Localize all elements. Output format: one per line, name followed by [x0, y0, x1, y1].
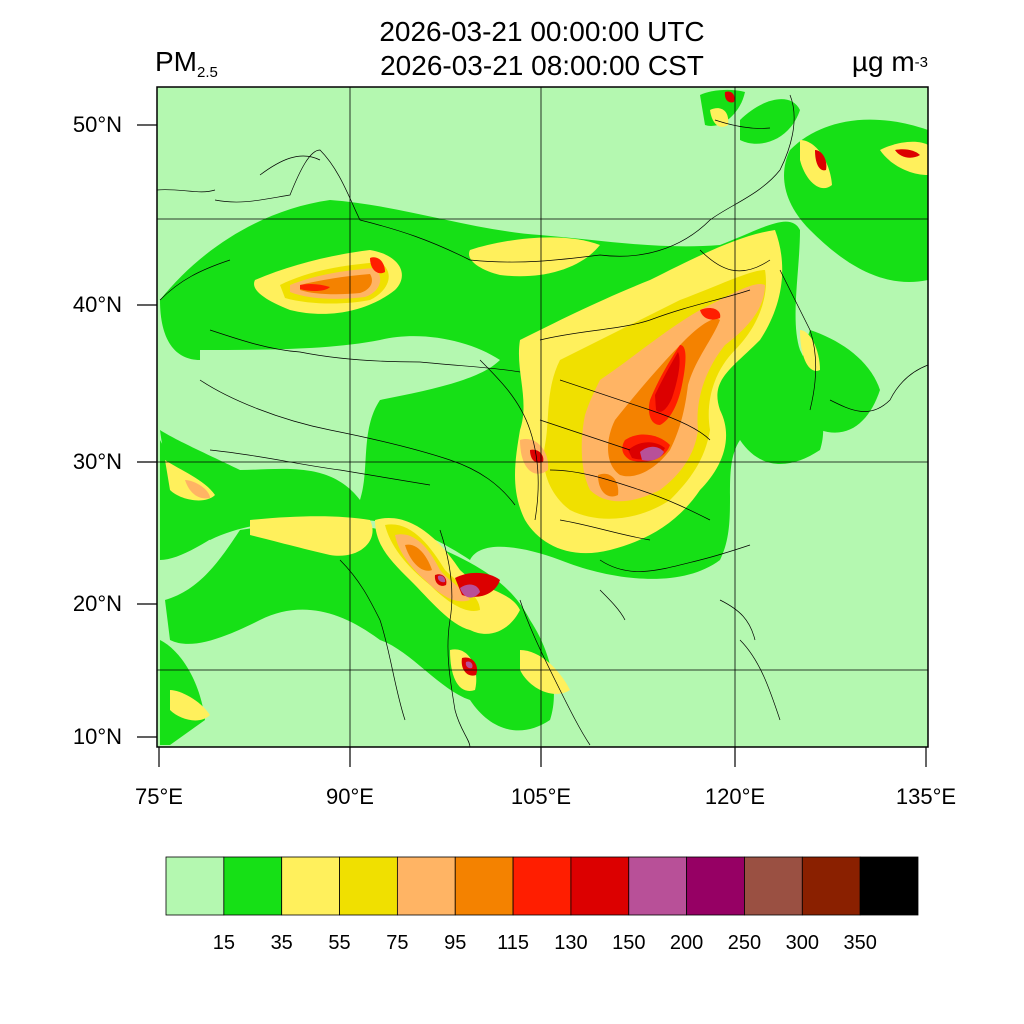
lat-ticks — [137, 124, 157, 738]
colorbar-label: 300 — [785, 932, 819, 954]
colorbar-swatch — [281, 856, 340, 916]
colorbar-swatch — [339, 856, 398, 916]
colorbar-label: 130 — [554, 932, 588, 954]
colorbar-swatch — [801, 856, 861, 916]
band-150-200 — [437, 446, 664, 669]
lon-label-75: 75°E — [135, 784, 183, 809]
lon-label-120: 120°E — [704, 784, 766, 809]
lat-label-40: 40°N — [72, 292, 122, 317]
colorbar-label: 150 — [612, 932, 646, 954]
country-province-borders — [157, 94, 928, 747]
title-utc: 2026-03-21 00:00:00 UTC — [379, 16, 705, 47]
colorbar-swatch — [628, 856, 688, 916]
variable-subscript: 2.5 — [197, 64, 218, 81]
colorbar-swatch — [859, 856, 919, 916]
colorbar-label: 95 — [444, 932, 467, 954]
variable-name: PM — [155, 46, 197, 77]
colorbar-label: 75 — [386, 932, 409, 954]
colorbar-label: 55 — [328, 932, 351, 954]
colorbar-label: 250 — [727, 932, 762, 954]
lon-label-105: 105°E — [510, 784, 572, 809]
colorbar-label: 35 — [270, 932, 293, 954]
lon-label-135: 135°E — [895, 784, 957, 809]
units-exponent: -3 — [914, 54, 928, 71]
lat-label-30: 30°N — [72, 449, 122, 474]
colorbar-label: 115 — [497, 932, 529, 954]
lat-label-20: 20°N — [72, 591, 122, 616]
colorbar-swatch — [686, 856, 745, 916]
title-cst: 2026-03-21 08:00:00 CST — [380, 50, 704, 81]
colorbar-label: 350 — [843, 932, 877, 954]
graticule — [157, 87, 928, 747]
lon-ticks — [158, 747, 927, 767]
colorbar-swatch — [454, 856, 514, 916]
colorbar-label: 15 — [212, 932, 235, 954]
lat-label-50: 50°N — [72, 112, 122, 137]
lat-label-10: 10°N — [72, 724, 122, 749]
colorbar — [165, 856, 919, 916]
colorbar-swatch — [165, 856, 225, 916]
units-label: µg m-3 — [852, 46, 928, 78]
units-base: µg m — [851, 46, 915, 77]
colorbar-swatch — [570, 856, 630, 916]
colorbar-swatch — [223, 856, 283, 916]
colorbar-swatch — [744, 856, 803, 916]
lon-label-90: 90°E — [326, 784, 374, 809]
map-frame — [156, 86, 929, 748]
colorbar-swatch — [512, 856, 572, 916]
variable-label: PM2.5 — [155, 46, 218, 81]
map-field — [157, 87, 928, 747]
colorbar-swatch — [396, 856, 456, 916]
colorbar-label: 200 — [669, 932, 704, 954]
